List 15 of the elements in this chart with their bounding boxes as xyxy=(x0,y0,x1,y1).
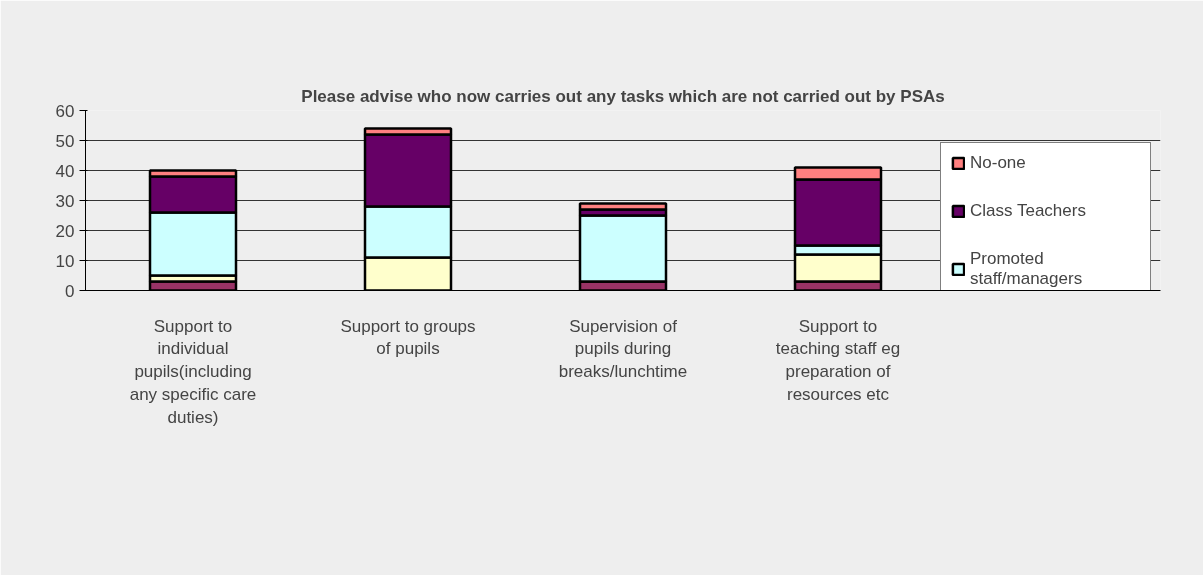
x-tick-label: Support to groups of pupils xyxy=(340,316,476,359)
y-tick-label: 60 xyxy=(55,101,75,121)
y-tick-label: 30 xyxy=(55,191,75,211)
y-tick-label: 20 xyxy=(55,221,75,241)
x-tick-label: Support to individual pupils(including any specific care duties) xyxy=(129,316,257,427)
y-tick-label: 50 xyxy=(55,131,75,151)
chart-title: Please advise who now carries out any tasks which are not carried out by PSAs xyxy=(301,86,945,106)
y-tick-label: 10 xyxy=(55,251,75,271)
legend-label: Promoted staff/managers xyxy=(970,249,1084,289)
x-tick-label: Supervision of pupils during breaks/lunchtime xyxy=(558,316,688,382)
legend-label: Class Teachers xyxy=(970,201,1087,221)
legend-label: No-one xyxy=(970,153,1027,173)
y-tick-label: 40 xyxy=(55,161,75,181)
x-tick-label: Support to teaching staff eg preparation of resources etc xyxy=(775,316,901,404)
y-tick-label: 0 xyxy=(65,281,75,301)
